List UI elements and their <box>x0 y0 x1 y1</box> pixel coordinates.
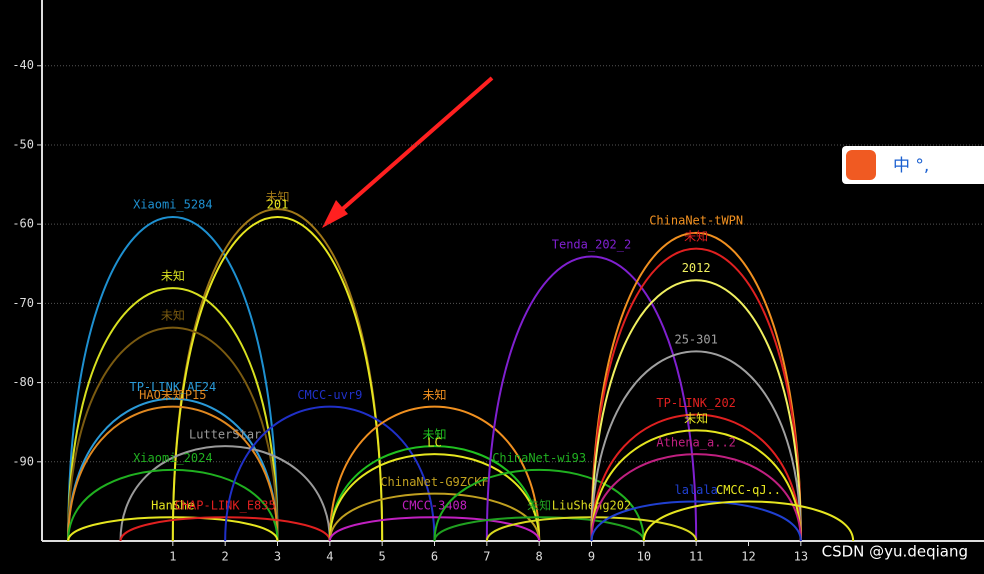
x-tick-label: 5 <box>379 550 386 564</box>
watermark: CSDN @yu.deqiang <box>822 543 968 561</box>
signal-arc <box>328 492 541 542</box>
signal-arc <box>590 453 802 542</box>
signal-arc <box>485 255 698 542</box>
network-label: 未知 <box>422 427 446 441</box>
y-tick-label: -60 <box>12 217 34 231</box>
network-label: TP-LINK_202 <box>656 396 735 410</box>
network-label: 未知 <box>265 190 289 204</box>
signal-arc <box>224 405 436 542</box>
signal-arc <box>67 468 279 542</box>
network-label: ChinaNet-wi93 <box>492 451 586 465</box>
signal-arc <box>171 216 384 542</box>
y-tick-label: -80 <box>12 375 34 389</box>
y-tick-label: -50 <box>12 137 34 151</box>
signal-arc <box>590 247 802 542</box>
ime-logo <box>846 150 876 180</box>
x-tick-label: 9 <box>588 550 595 564</box>
y-tick-label: -90 <box>12 454 34 468</box>
network-label: HAO未知P15 <box>139 388 206 402</box>
x-tick-label: 2 <box>222 550 229 564</box>
signal-arc <box>328 453 541 542</box>
signal-arc <box>590 279 802 542</box>
network-label: TP-LINK_AE24 <box>129 380 216 394</box>
ime-label: 中 °, <box>893 156 929 176</box>
signal-arc <box>433 516 645 542</box>
signal-arc <box>590 350 802 542</box>
x-tick-label: 4 <box>326 550 333 564</box>
signal-arc <box>590 413 802 542</box>
signal-arc <box>119 516 331 542</box>
signal-arc <box>67 287 279 542</box>
x-tick-label: 6 <box>431 550 438 564</box>
signal-arc <box>642 500 855 542</box>
signal-arc <box>328 405 541 542</box>
ime-bar <box>842 146 984 184</box>
x-tick-label: 1 <box>169 550 176 564</box>
x-tick-label: 11 <box>689 550 703 564</box>
network-label: CMCC-3408 <box>402 499 467 513</box>
network-label: HanShe <box>151 499 194 513</box>
x-tick-label: 3 <box>274 550 281 564</box>
network-label: LC <box>427 435 441 449</box>
network-label: 201 <box>267 198 289 212</box>
signal-arc <box>590 500 802 542</box>
network-label: 未知 <box>161 309 185 323</box>
network-label: 未知 <box>684 412 708 426</box>
network-label: 未知 <box>684 229 708 243</box>
x-tick-label: 8 <box>536 550 543 564</box>
network-label: CMCC-uvr9 <box>297 388 362 402</box>
signal-arc <box>590 429 802 542</box>
signal-arc <box>119 445 331 542</box>
signal-arc <box>328 516 541 542</box>
x-tick-label: 13 <box>794 550 808 564</box>
network-label: lalala <box>674 483 717 497</box>
y-tick-label: -40 <box>12 58 34 72</box>
network-label: Xiaomi_2024 <box>133 451 212 465</box>
signal-arc <box>590 232 802 542</box>
signal-arc <box>67 326 279 542</box>
network-label: Athena_a..2 <box>656 435 735 449</box>
arrow-shaft <box>328 76 494 222</box>
network-label: 25-301 <box>674 332 717 346</box>
network-label: Xiaomi_5284 <box>133 198 212 212</box>
network-label: CHAP-LINK_E835 <box>175 499 276 513</box>
network-label: Tenda_202_2 <box>552 237 631 251</box>
network-label: ChinaNet-G9ZCKF <box>380 475 488 489</box>
network-label: 未知 <box>161 269 185 283</box>
network-label: CMCC-qJ.. <box>716 483 781 497</box>
x-tick-label: 7 <box>483 550 490 564</box>
arrow-head <box>322 200 348 228</box>
network-label: ChinaNet-tWPN <box>649 214 743 228</box>
signal-arc <box>67 405 279 542</box>
x-tick-label: 10 <box>637 550 651 564</box>
network-label: 未知 <box>422 388 446 402</box>
signal-arc <box>67 216 279 542</box>
network-label: LutterStar <box>189 427 261 441</box>
network-label: 2012 <box>682 261 711 275</box>
signal-arc <box>328 445 541 542</box>
x-tick-label: 12 <box>741 550 755 564</box>
network-label: 未知 <box>527 499 551 513</box>
signal-arc <box>67 516 279 542</box>
y-tick-label: -70 <box>12 296 34 310</box>
